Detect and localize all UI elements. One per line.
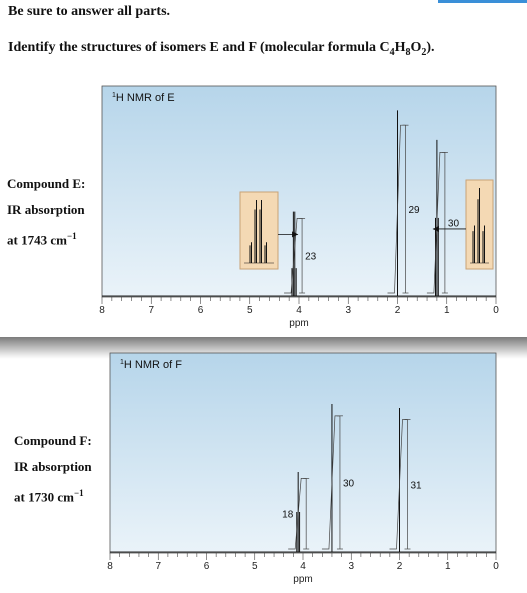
- multiplet-inset: [432, 179, 494, 270]
- compound-e-info: Compound E: IR absorption at 1743 cm−1: [7, 171, 85, 253]
- x-tick-label: 3: [348, 561, 354, 572]
- compound-f-ir-value: at 1730 cm−1: [14, 488, 84, 505]
- x-tick-label: 7: [155, 561, 161, 572]
- compound-f-ir-label: IR absorption: [14, 459, 92, 474]
- compound-e-name: Compound E:: [7, 176, 86, 191]
- compound-e-ir-value: at 1743 cm−1: [7, 231, 77, 248]
- x-axis-label: ppm: [293, 574, 312, 585]
- x-tick-label: 8: [107, 561, 113, 572]
- integration-label: 31: [411, 480, 423, 491]
- x-axis-minor-ticks: [109, 553, 497, 560]
- integration-label: 30: [448, 219, 460, 230]
- x-tick-label: 3: [345, 305, 351, 316]
- x-tick-label: 6: [204, 561, 210, 572]
- x-tick-label: 2: [397, 561, 403, 572]
- spectrum-title: 1H NMR of E: [112, 92, 175, 104]
- x-tick-label: 4: [300, 561, 306, 572]
- multiplet-inset: [239, 191, 299, 270]
- integration-label: 18: [282, 510, 294, 521]
- x-axis-label: ppm: [289, 318, 308, 329]
- plot-area: [109, 352, 497, 554]
- integration-bracket: [387, 124, 409, 294]
- x-tick-label: 0: [493, 305, 499, 316]
- compound-e-ir-label: IR absorption: [7, 202, 85, 217]
- integration-bracket: [321, 415, 343, 550]
- integration-bracket: [284, 218, 306, 294]
- integration-label: 29: [409, 205, 421, 216]
- x-tick-label: 4: [296, 305, 302, 316]
- x-tick-label: 5: [252, 561, 258, 572]
- spectrum-title: 1H NMR of F: [120, 359, 182, 371]
- compound-f-info: Compound F: IR absorption at 1730 cm−1: [14, 428, 92, 510]
- x-tick-label: 1: [445, 561, 451, 572]
- integration-bracket: [288, 478, 310, 550]
- x-tick-label: 0: [493, 561, 499, 572]
- integration-label: 23: [305, 252, 317, 263]
- compound-f-name: Compound F:: [14, 433, 92, 448]
- x-tick-label: 7: [148, 305, 154, 316]
- x-tick-label: 1: [444, 305, 450, 316]
- integration-bracket: [389, 419, 411, 550]
- integration-bracket: [426, 152, 448, 294]
- integration-label: 30: [343, 478, 355, 489]
- instructions-text: Be sure to answer all parts.: [8, 4, 171, 19]
- x-tick-label: 5: [247, 305, 253, 316]
- accent-bar: [438, 0, 527, 3]
- x-tick-label: 8: [99, 305, 105, 316]
- x-axis-minor-ticks: [101, 297, 497, 304]
- question-text: Identify the structures of isomers E and…: [8, 40, 435, 58]
- x-tick-label: 6: [198, 305, 204, 316]
- plot-area: [101, 85, 497, 298]
- x-tick-label: 2: [395, 305, 401, 316]
